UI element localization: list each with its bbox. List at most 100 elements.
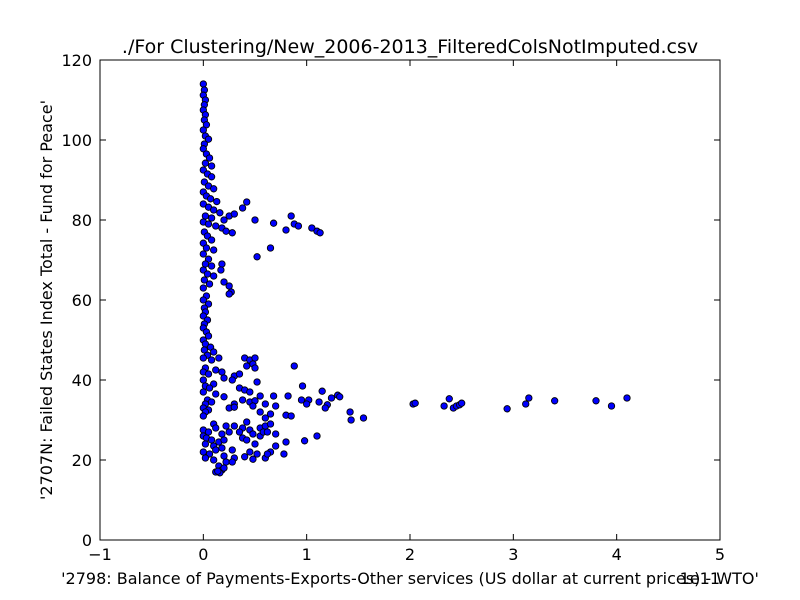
data-point (269, 219, 278, 227)
data-point (249, 455, 257, 463)
data-point (207, 162, 216, 170)
data-point (212, 390, 220, 398)
data-point (205, 384, 214, 392)
data-point (256, 392, 264, 400)
x-tick-label: 1 (302, 545, 312, 564)
y-tick-label: 20 (72, 451, 92, 470)
data-point (282, 226, 290, 234)
data-point (503, 405, 511, 413)
y-axis-label: '2707N: Failed States Index Total - Fund… (37, 100, 56, 500)
data-point (210, 348, 218, 356)
y-tick-label: 80 (72, 211, 92, 230)
data-point (256, 408, 264, 416)
x-tick-label: 2 (405, 545, 415, 564)
data-point (298, 382, 307, 390)
data-point (284, 392, 292, 400)
data-point (336, 393, 344, 401)
data-point (210, 272, 218, 280)
data-point (287, 212, 295, 220)
data-point (249, 430, 257, 438)
data-point (246, 448, 254, 456)
data-point (225, 282, 233, 290)
data-point (294, 222, 303, 230)
data-point (261, 400, 269, 408)
data-point (316, 229, 324, 237)
data-point (206, 195, 215, 203)
data-point (199, 250, 207, 258)
x-tick-label: 4 (612, 545, 622, 564)
data-point (220, 278, 228, 286)
y-tick-label: 120 (61, 51, 92, 70)
data-point (251, 354, 259, 362)
data-point (228, 458, 236, 466)
data-point (218, 368, 226, 376)
data-point (214, 467, 222, 475)
data-point (287, 412, 295, 420)
data-point (199, 145, 207, 153)
data-point (207, 236, 216, 244)
data-point (411, 399, 419, 407)
y-tick-label: 0 (82, 531, 92, 550)
data-point (269, 392, 278, 400)
data-point (220, 464, 228, 472)
data-point (440, 402, 448, 410)
chart-title: ./For Clustering/New_2006-2013_FilteredC… (122, 36, 698, 58)
data-point (238, 204, 247, 212)
data-point (225, 290, 233, 298)
data-point (359, 414, 368, 422)
data-point (266, 420, 275, 428)
data-point (217, 266, 225, 274)
data-point (199, 376, 207, 384)
data-point (210, 185, 218, 193)
data-point (201, 440, 210, 448)
x-axis: −1 0 1 2 3 4 5 (88, 60, 725, 564)
data-point (228, 229, 236, 237)
data-point (204, 220, 213, 228)
data-point (263, 428, 272, 436)
data-point (199, 80, 207, 88)
data-point (230, 422, 238, 430)
data-point (243, 198, 251, 206)
data-point (199, 126, 207, 134)
data-point (251, 216, 259, 224)
data-point (280, 450, 288, 458)
data-point (210, 456, 218, 464)
data-point (207, 356, 216, 364)
data-point (623, 394, 631, 402)
data-point (263, 450, 272, 458)
data-point (235, 428, 244, 436)
data-point (222, 422, 230, 430)
data-point (246, 388, 254, 396)
data-point (199, 354, 207, 362)
x-tick-label: 3 (508, 545, 518, 564)
data-point (253, 450, 261, 458)
data-point (235, 370, 244, 378)
data-point (202, 244, 211, 252)
data-point (220, 393, 228, 401)
x-tick-label: 5 (715, 545, 725, 564)
data-point (347, 416, 355, 424)
data-point (243, 362, 251, 370)
data-point (607, 402, 616, 410)
data-point (218, 444, 226, 452)
data-point (220, 452, 228, 460)
data-point (199, 284, 207, 292)
data-point (222, 458, 230, 466)
data-point (251, 440, 259, 448)
data-point (253, 378, 261, 386)
data-point (551, 397, 559, 405)
data-point (202, 121, 211, 129)
data-point (230, 403, 238, 411)
data-point (220, 374, 228, 382)
data-point (458, 399, 466, 407)
data-point (204, 135, 213, 143)
data-point (199, 296, 207, 304)
data-point (205, 154, 214, 162)
data-point (205, 280, 214, 288)
data-point (243, 436, 251, 444)
data-point (321, 404, 329, 412)
data-point (313, 432, 321, 440)
data-point (282, 438, 290, 446)
y-tick-label: 40 (72, 371, 92, 390)
